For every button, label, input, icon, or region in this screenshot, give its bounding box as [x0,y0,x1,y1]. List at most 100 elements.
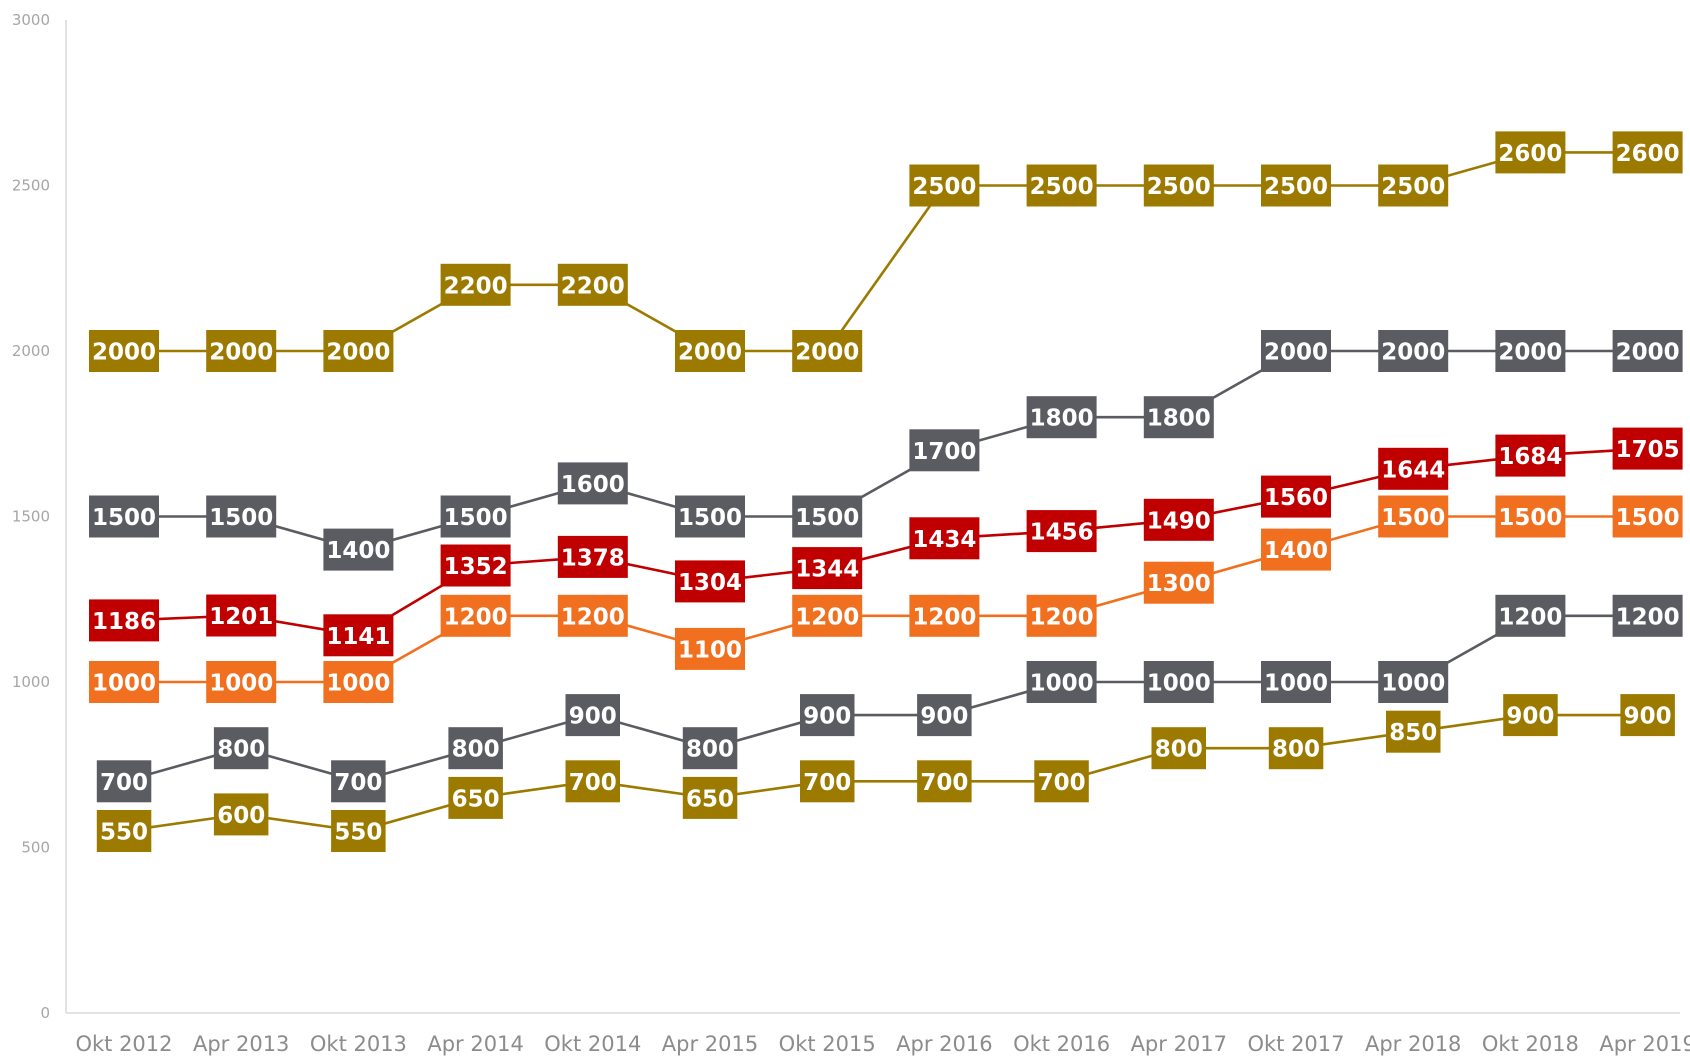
data-label-2: 1800 [1026,396,1097,439]
data-label-value: 1200 [795,604,859,630]
data-label-value: 850 [1389,720,1437,746]
x-tick-label: Okt 2017 [1247,1032,1344,1056]
data-label-box [323,614,394,657]
data-label-6: 650 [682,776,738,819]
data-label-value: 550 [100,820,148,846]
y-tick-label: 500 [21,839,50,857]
data-label-value: 1200 [912,604,976,630]
data-label-box [557,462,628,505]
x-tick-label: Okt 2016 [1013,1032,1110,1056]
data-label-6: 700 [800,760,855,803]
data-label-value: 1200 [1030,604,1094,630]
data-label-box [675,627,745,670]
data-label-box [682,776,738,819]
data-label-3: 1352 [440,544,511,587]
x-tick-label: Okt 2012 [75,1032,172,1056]
data-label-value: 1500 [92,505,156,531]
data-label-3: 1186 [89,599,159,642]
data-label-box [440,495,511,538]
data-label-5: 700 [331,760,386,803]
data-label-box [206,661,277,703]
data-label-box [1151,727,1206,770]
data-label-value: 800 [1155,737,1203,763]
data-label-value: 650 [452,786,500,812]
data-label-1: 2600 [1495,131,1566,174]
data-label-value: 600 [217,803,265,829]
data-label-6: 800 [1268,727,1324,770]
data-label-box [565,694,620,737]
x-tick-labels: Okt 2012 Apr 2013 Okt 2013 Apr 2014 Okt 2014… [75,1032,1690,1056]
data-label-box [1386,710,1441,753]
data-label-value: 1352 [444,554,508,580]
data-label-3: 1644 [1378,447,1449,490]
data-label-value: 700 [803,770,851,796]
data-label-box [89,330,159,372]
data-label-box [440,263,511,306]
data-label-value: 1200 [561,604,625,630]
data-label-5: 800 [448,727,503,770]
data-label-3: 1141 [323,614,394,657]
data-label-value: 900 [1624,704,1672,730]
data-label-box [1261,164,1331,207]
data-label-value: 2500 [1030,174,1094,200]
data-label-3: 1434 [909,517,980,560]
data-label-box [96,810,152,852]
data-label-value: 2000 [326,340,390,366]
data-label-4: 1200 [557,594,628,637]
x-tick-label: Okt 2013 [310,1032,407,1056]
data-label-1: 2500 [1143,164,1214,207]
data-label-value: 1000 [92,671,156,697]
data-label-6: 850 [1386,710,1441,753]
data-label-value: 700 [920,770,968,796]
data-label-box [206,495,277,538]
data-label-box [675,495,745,538]
data-label-4: 1300 [1143,561,1214,604]
data-label-box [1620,694,1675,737]
data-label-box [1495,434,1566,477]
data-label-1: 2600 [1612,131,1683,174]
data-label-value: 800 [686,737,734,763]
data-label-value: 800 [217,737,265,763]
data-label-5: 1000 [1026,661,1097,703]
data-label-value: 1500 [678,505,742,531]
data-label-value: 900 [803,704,851,730]
data-label-value: 1200 [1498,604,1562,630]
data-label-value: 800 [1272,737,1320,763]
data-label-5: 900 [917,694,972,737]
data-label-value: 700 [1038,770,1086,796]
data-label-box [1378,164,1449,207]
data-label-5: 1200 [1612,594,1683,637]
data-label-box [323,330,394,372]
data-label-box [1612,427,1683,470]
data-label-box [1612,495,1683,538]
data-label-box [323,661,394,703]
data-label-6: 650 [448,776,503,819]
data-label-2: 2000 [1495,330,1566,372]
data-label-3: 1560 [1261,475,1331,518]
data-label-box [1495,131,1566,174]
data-label-value: 2500 [1264,174,1328,200]
data-label-box [1026,510,1097,553]
data-label-value: 1600 [561,472,625,498]
data-label-1: 2200 [557,263,628,306]
data-label-1: 2000 [89,330,159,372]
data-label-6: 900 [1620,694,1675,737]
data-label-value: 1000 [1381,671,1445,697]
data-label-value: 800 [452,737,500,763]
data-label-box [89,661,159,703]
y-tick-label: 2500 [12,177,50,195]
data-label-value: 1200 [444,604,508,630]
data-label-4: 1500 [1378,495,1449,538]
data-label-box [1026,661,1097,703]
data-label-box [1261,661,1331,703]
data-label-value: 900 [1506,704,1554,730]
data-label-6: 550 [96,810,152,852]
data-label-value: 900 [920,704,968,730]
data-label-value: 550 [334,820,382,846]
data-label-2: 1600 [557,462,628,505]
data-label-box [1268,727,1324,770]
data-label-value: 1684 [1498,444,1562,470]
data-label-value: 1000 [209,671,273,697]
data-label-value: 1700 [912,439,976,465]
data-label-value: 900 [569,704,617,730]
